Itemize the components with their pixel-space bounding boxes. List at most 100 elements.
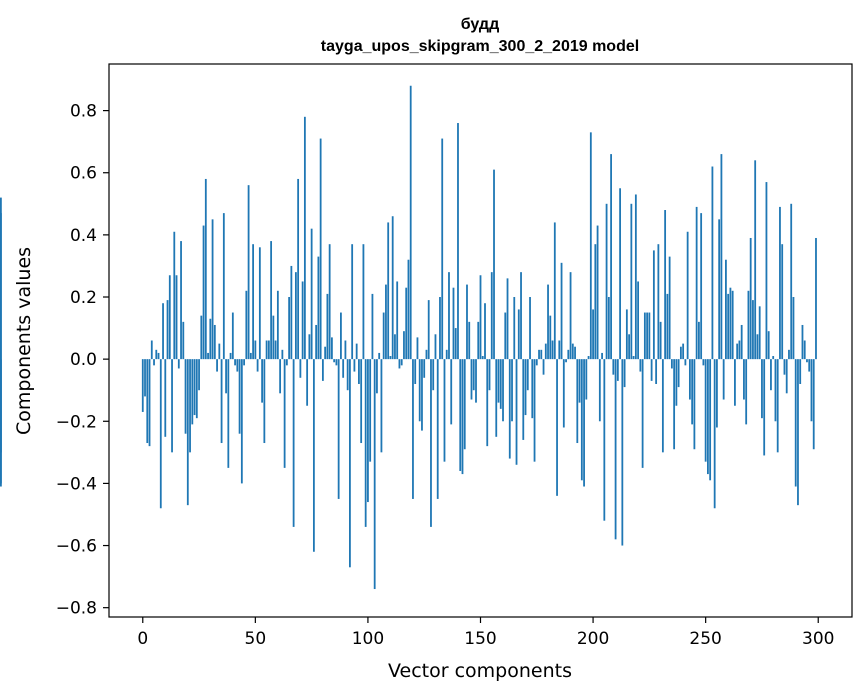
bar	[353, 359, 356, 372]
chart-title: будд	[461, 16, 499, 33]
bar	[803, 340, 806, 360]
bar	[211, 219, 214, 360]
bar	[772, 356, 775, 360]
bar	[258, 247, 261, 360]
bar	[648, 312, 651, 360]
bar	[299, 359, 302, 378]
bar	[270, 241, 273, 360]
bar	[335, 359, 338, 366]
x-axis-ticks: 0 50 100 150 200 250 300	[137, 617, 834, 649]
bar	[646, 312, 649, 360]
bar	[191, 359, 194, 425]
bar	[677, 359, 680, 388]
bar	[367, 359, 369, 503]
bar	[441, 138, 444, 360]
x-axis-label: Vector components	[388, 660, 572, 682]
bar	[355, 343, 358, 360]
bar	[511, 359, 513, 422]
bar	[290, 265, 293, 360]
bar	[668, 256, 671, 360]
bar	[623, 359, 626, 388]
bar	[743, 359, 745, 400]
bar	[177, 359, 180, 369]
y-axis-label: Components values	[13, 247, 35, 435]
bar	[452, 287, 455, 360]
bar	[506, 278, 509, 360]
bar	[184, 359, 187, 434]
bar	[263, 359, 266, 444]
bar	[785, 359, 788, 394]
bar	[713, 359, 716, 509]
bar	[279, 359, 282, 394]
bar	[254, 340, 257, 360]
bar	[484, 303, 486, 360]
bar	[700, 213, 703, 360]
bar	[493, 169, 495, 360]
bar	[477, 321, 480, 360]
bar	[454, 328, 457, 360]
bar	[776, 359, 779, 453]
bar	[261, 359, 263, 403]
bar	[434, 334, 437, 360]
bar	[349, 359, 351, 568]
bar	[288, 297, 291, 360]
bar	[405, 287, 408, 360]
bar	[490, 272, 493, 360]
bar	[725, 259, 727, 360]
bar	[621, 359, 624, 546]
bar	[779, 206, 781, 360]
bar	[583, 359, 585, 487]
bar	[801, 324, 804, 360]
bar	[571, 343, 574, 360]
bar	[718, 219, 721, 360]
bar	[704, 359, 707, 462]
bar	[711, 166, 714, 360]
bar	[195, 359, 198, 419]
x-tick-label: 150	[464, 629, 496, 649]
bar	[783, 359, 786, 375]
bar	[578, 359, 581, 403]
bar	[202, 225, 205, 360]
y-tick-label: −0.2	[56, 412, 97, 432]
bar	[225, 359, 227, 394]
bar	[468, 321, 471, 360]
bar	[761, 359, 763, 419]
bar	[421, 359, 423, 431]
bar	[229, 352, 232, 360]
bar	[758, 306, 761, 360]
bar	[752, 300, 754, 360]
bar	[166, 300, 169, 360]
bar	[693, 359, 696, 450]
bar	[551, 340, 554, 360]
bar	[418, 359, 421, 422]
bar	[164, 359, 167, 437]
bar	[285, 359, 288, 366]
bar	[274, 340, 277, 360]
bar	[252, 244, 254, 360]
bar	[794, 359, 797, 487]
bar	[598, 359, 601, 422]
bar	[148, 359, 151, 447]
bar	[144, 359, 146, 397]
bar	[520, 272, 522, 360]
bar	[614, 359, 617, 540]
bar	[612, 359, 615, 375]
bar	[301, 281, 304, 360]
bar	[227, 359, 230, 468]
bar	[376, 359, 378, 394]
chart-subtitle: tayga_upos_skipgram_300_2_2019 model	[321, 38, 639, 55]
bar	[231, 312, 234, 360]
bar	[238, 359, 241, 434]
bar	[788, 349, 790, 360]
bar	[675, 359, 678, 406]
bar	[272, 315, 275, 360]
bar	[234, 359, 236, 366]
bar	[0, 359, 2, 453]
bar	[321, 359, 324, 381]
bar	[810, 359, 813, 422]
bar	[607, 297, 610, 360]
bar	[432, 359, 435, 391]
bar	[592, 309, 594, 360]
bar	[738, 340, 741, 360]
